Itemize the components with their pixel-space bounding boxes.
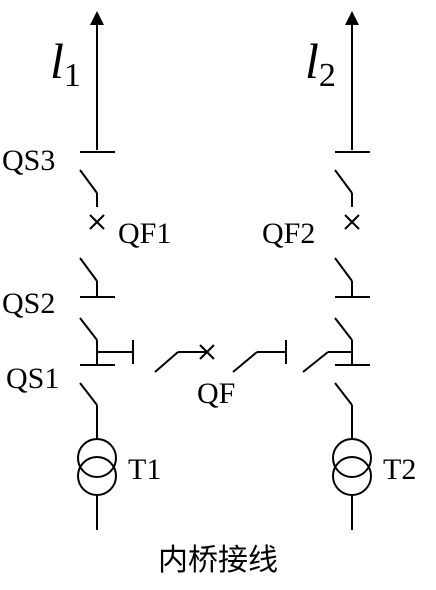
bridge-circuit	[97, 340, 352, 373]
left-branch	[77, 11, 117, 530]
qf1-label: QF1	[118, 217, 171, 250]
right-branch	[332, 11, 372, 530]
line-l2-label: l2	[305, 33, 336, 94]
qf-label: QF	[197, 377, 235, 410]
qf2-label: QF2	[262, 217, 315, 250]
t2-label: T2	[383, 453, 416, 486]
qf1-breaker	[79, 214, 105, 297]
qs2-disconnector	[79, 296, 115, 365]
qs1-disconnector	[79, 364, 115, 440]
right-low-disconnector	[334, 364, 370, 440]
diagram-caption: 内桥接线	[158, 543, 278, 578]
right-mid-disconnector	[334, 296, 370, 365]
qs3-label: QS3	[2, 144, 55, 177]
t1-transformer	[77, 438, 117, 530]
qf2-breaker	[334, 214, 360, 297]
line-l1-label: l1	[50, 33, 81, 94]
qs2-label: QS2	[2, 287, 55, 320]
qs1-label: QS1	[6, 362, 59, 395]
t1-label: T1	[128, 453, 161, 486]
right-top-disconnector	[334, 151, 370, 207]
t2-transformer	[332, 438, 372, 530]
qs3-disconnector	[79, 151, 115, 207]
